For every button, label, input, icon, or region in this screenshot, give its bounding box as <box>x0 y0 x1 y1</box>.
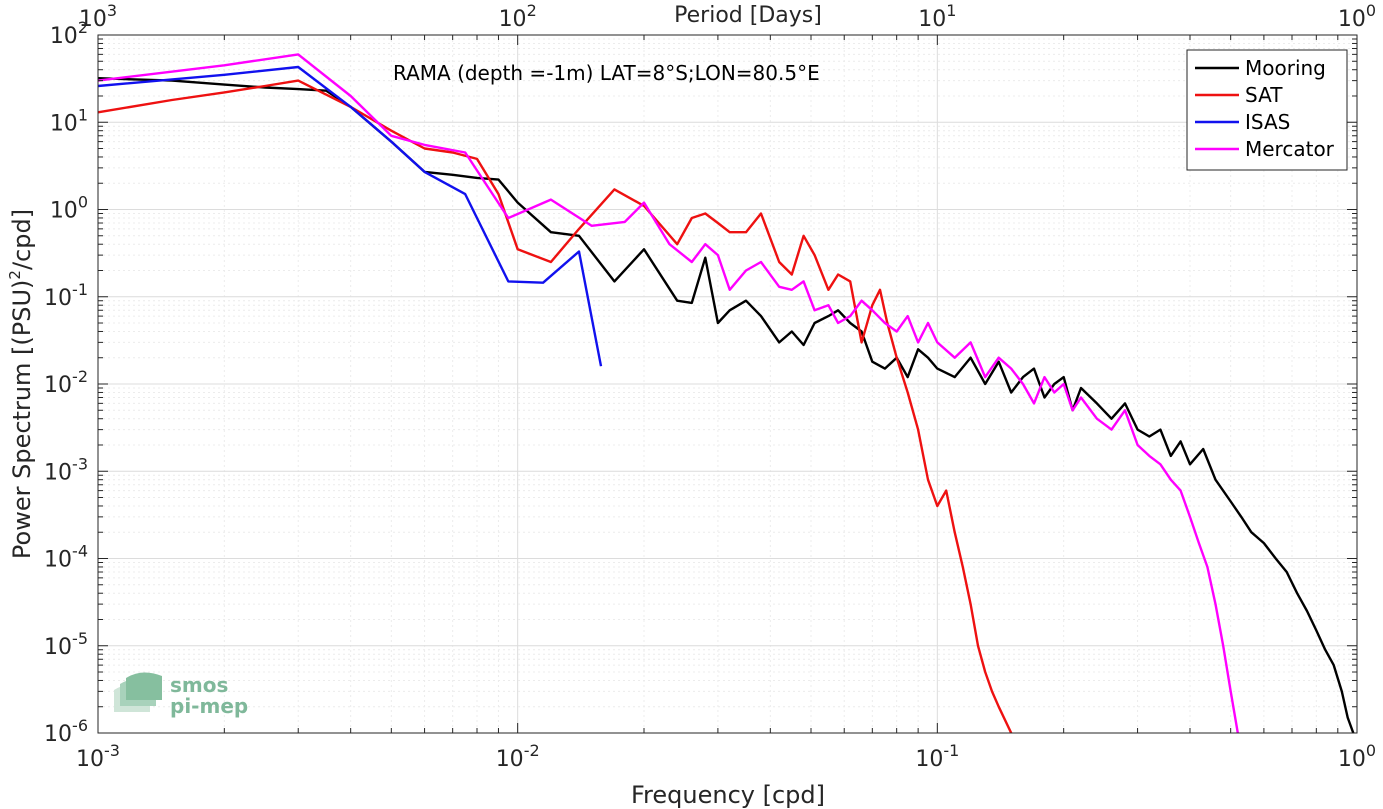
y-tick-label: 10-4 <box>44 542 88 573</box>
legend-label: Mercator <box>1245 137 1335 161</box>
y-tick-label: 100 <box>50 193 88 224</box>
x-axis-label: Frequency [cpd] <box>631 781 825 809</box>
y-tick-label: 10-1 <box>44 280 88 311</box>
y-axis-label-exponent: 2 <box>6 270 24 280</box>
logo-text-line2: pi-mep <box>170 694 248 718</box>
x-tick-label: 10-2 <box>496 741 540 772</box>
x-tick-label: 10-1 <box>915 741 959 772</box>
top-tick-label: 103 <box>79 1 117 32</box>
y-tick-label: 101 <box>50 105 88 136</box>
series-line-mercator <box>97 53 1239 734</box>
series-line-mooring <box>97 77 1355 734</box>
legend-label: Mooring <box>1245 56 1326 80</box>
series-line-isas <box>97 65 603 367</box>
x-tick-label: 100 <box>1338 741 1376 772</box>
y-axis-label-main: Power Spectrum [(PSU) <box>8 280 36 559</box>
legend-label: SAT <box>1245 83 1283 107</box>
series-layer <box>97 53 1355 734</box>
y-tick-label: 102 <box>50 18 88 49</box>
y-tick-label: 10-2 <box>44 367 88 398</box>
y-axis-label: Power Spectrum [(PSU)2/cpd] <box>6 209 36 559</box>
x-tick-label: 10-3 <box>76 741 120 772</box>
y-tick-label: 10-5 <box>44 629 88 660</box>
top-tick-label: 100 <box>1338 1 1376 32</box>
series-line-sat <box>97 79 1013 734</box>
chart-annotation: RAMA (depth =-1m) LAT=8°S;LON=80.5°E <box>393 61 820 85</box>
top-tick-label: 101 <box>918 1 956 32</box>
logo-icon <box>114 672 162 712</box>
logo-text-line1: smos <box>170 673 228 697</box>
y-tick-label: 10-3 <box>44 454 88 485</box>
y-axis-label-tail: /cpd] <box>8 209 36 270</box>
top-tick-label: 102 <box>499 1 537 32</box>
top-axis-label: Period [Days] <box>674 3 822 28</box>
y-tick-label: 10-6 <box>44 716 88 747</box>
smos-pimep-logo: smos pi-mep <box>114 672 248 718</box>
legend: Mooring SAT ISAS Mercator <box>1186 49 1348 171</box>
legend-label: ISAS <box>1245 110 1290 134</box>
